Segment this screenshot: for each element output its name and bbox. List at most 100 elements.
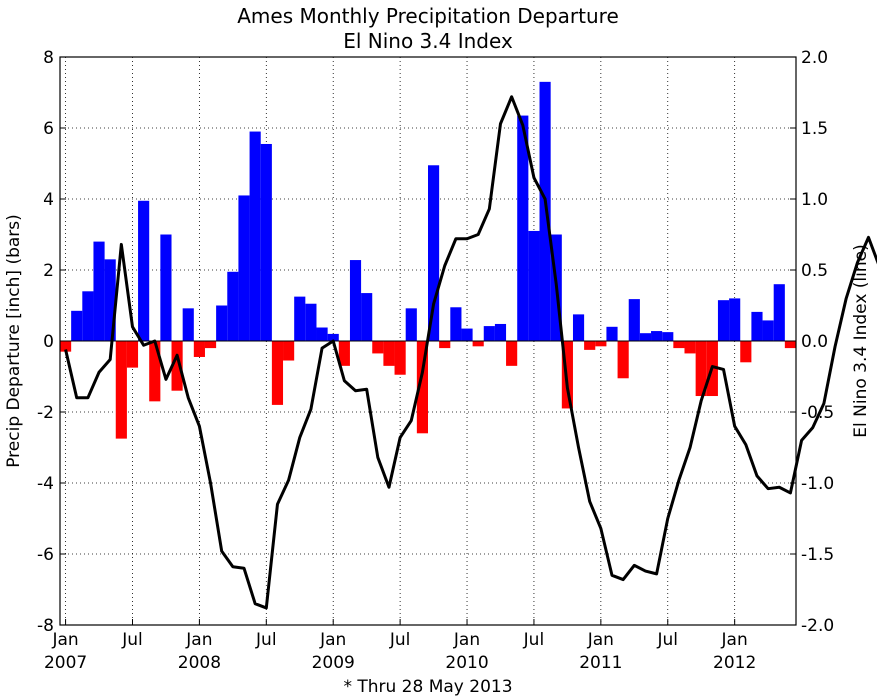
- enso-index-line: [64, 95, 877, 610]
- bar-positive: [539, 81, 551, 341]
- axis-ticks: -8 -6 -4 -2 0 2 4 6 8 -2.0 -1.5 -1.0 -0.5 0.0 0.5 1.0 1.…: [37, 48, 834, 673]
- bar-positive: [428, 165, 440, 341]
- y2-tick-label: 0.0: [801, 332, 828, 352]
- bar-positive: [483, 326, 495, 341]
- y2-tick-label: -1.0: [801, 474, 834, 494]
- bar-positive: [773, 284, 785, 341]
- bar-positive: [528, 230, 540, 341]
- x-tick-label-year: 2008: [178, 653, 221, 673]
- x-tick-label-month: Jan: [319, 630, 346, 650]
- bar-positive: [606, 326, 618, 341]
- y-axis-label-right: El Nino 3.4 Index (line): [851, 244, 871, 437]
- x-tick-label-month: Jul: [121, 630, 143, 650]
- y-tick-label: -6: [37, 545, 54, 565]
- bar-positive: [762, 320, 774, 341]
- bar-negative: [126, 341, 139, 368]
- footnote: * Thru 28 May 2013: [343, 677, 512, 697]
- x-tick-label-month: Jul: [523, 630, 545, 650]
- bar-negative: [740, 341, 752, 363]
- bar-positive: [349, 260, 362, 341]
- bar-negative: [283, 341, 295, 361]
- bar-negative: [60, 341, 72, 352]
- bar-positive: [82, 291, 94, 341]
- x-tick-label-year: 2012: [713, 653, 756, 673]
- bar-positive: [639, 333, 652, 341]
- bar-negative: [684, 341, 696, 354]
- x-tick-label-month: Jul: [255, 630, 277, 650]
- bar-negative: [472, 341, 484, 347]
- bar-negative: [394, 341, 406, 375]
- bar-positive: [494, 323, 507, 341]
- bar-positive: [450, 307, 462, 341]
- bar-positive: [182, 308, 194, 341]
- bar-positive: [572, 314, 585, 341]
- x-tick-label-month: Jan: [51, 630, 78, 650]
- y2-tick-label: -1.5: [801, 545, 834, 565]
- y-axis-label-left: Precip Departure [inch] (bars): [4, 214, 24, 468]
- bar-negative: [193, 341, 205, 357]
- bar-negative: [383, 341, 395, 366]
- bar-negative: [695, 341, 707, 397]
- chart-title: Ames Monthly Precipitation Departure: [237, 4, 619, 28]
- bar-negative: [271, 341, 284, 405]
- y-tick-label: -2: [37, 403, 54, 423]
- bar-positive: [662, 332, 674, 341]
- bar-positive: [216, 305, 228, 341]
- bar-positive: [327, 333, 339, 341]
- bar-positive: [160, 234, 172, 341]
- bar-positive: [751, 311, 763, 341]
- bar-positive: [316, 327, 328, 341]
- bar-positive: [238, 195, 250, 341]
- precip-bars: [60, 81, 796, 439]
- bar-positive: [260, 143, 272, 341]
- x-tick-label-year: 2007: [44, 653, 87, 673]
- bar-negative: [204, 341, 217, 349]
- y-tick-label: 4: [43, 190, 54, 210]
- bar-negative: [584, 341, 596, 350]
- bar-positive: [628, 299, 640, 341]
- x-tick-label-month: Jul: [656, 630, 678, 650]
- bar-positive: [138, 200, 150, 341]
- bar-positive: [651, 331, 663, 341]
- y2-tick-label: 0.5: [801, 261, 828, 281]
- bar-positive: [717, 300, 730, 341]
- y-tick-label: 8: [43, 48, 54, 68]
- chart-subtitle: El Nino 3.4 Index: [343, 29, 513, 53]
- x-tick-label-month: Jan: [185, 630, 212, 650]
- y-tick-label: 6: [43, 119, 54, 139]
- x-tick-label-month: Jul: [389, 630, 411, 650]
- bar-positive: [93, 241, 105, 341]
- x-tick-label-year: 2011: [579, 653, 622, 673]
- bar-negative: [171, 341, 183, 391]
- y2-tick-label: -2.0: [801, 616, 834, 636]
- bar-positive: [305, 303, 317, 341]
- x-tick-label-year: 2010: [445, 653, 488, 673]
- bar-positive: [729, 298, 741, 341]
- x-tick-label-month: Jan: [453, 630, 480, 650]
- bar-positive: [249, 131, 261, 341]
- y-tick-label: 2: [43, 261, 54, 281]
- bar-negative: [617, 341, 629, 379]
- x-tick-label-month: Jan: [721, 630, 748, 650]
- bar-positive: [405, 308, 417, 341]
- bar-positive: [461, 328, 473, 341]
- bar-negative: [784, 341, 796, 349]
- bar-negative: [673, 341, 685, 349]
- y2-tick-label: -0.5: [801, 403, 834, 423]
- y2-tick-label: 2.0: [801, 48, 828, 68]
- bar-negative: [595, 341, 607, 347]
- y2-tick-label: 1.0: [801, 190, 828, 210]
- bar-positive: [294, 296, 306, 341]
- bar-positive: [517, 115, 529, 341]
- x-tick-label-year: 2009: [312, 653, 355, 673]
- y-tick-label: 0: [43, 332, 54, 352]
- bar-negative: [506, 341, 518, 366]
- bar-positive: [104, 259, 116, 341]
- y2-tick-label: 1.5: [801, 119, 828, 139]
- bar-positive: [227, 271, 239, 341]
- bar-positive: [71, 310, 83, 341]
- bar-negative: [439, 341, 451, 349]
- bar-negative: [149, 341, 161, 402]
- bar-negative: [338, 341, 350, 366]
